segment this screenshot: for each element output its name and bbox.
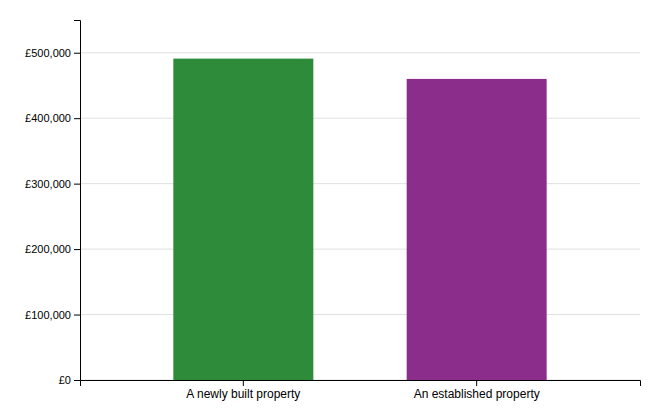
grid-line	[80, 183, 640, 184]
chart-svg: £0 £100,000 £200,000 £300,000 £400,000 £500,0…	[0, 0, 660, 420]
grid-line	[80, 249, 640, 250]
y-axis-line	[74, 21, 81, 381]
y-tick-mark	[74, 380, 80, 381]
x-tick-label: A newly built property	[186, 387, 300, 401]
y-axis: £0 £100,000 £200,000 £300,000 £400,000 £500,0…	[25, 21, 80, 387]
y-tick: £400,000	[25, 112, 80, 124]
grid-line	[80, 118, 640, 119]
bars	[173, 59, 546, 380]
y-tick-mark	[74, 184, 80, 185]
chart-container: £0 £100,000 £200,000 £300,000 £400,000 £500,0…	[0, 0, 660, 420]
y-tick-mark	[74, 53, 80, 54]
bar	[173, 59, 313, 380]
x-tick: An established property	[414, 380, 540, 401]
x-axis-line	[81, 381, 641, 387]
bar	[407, 79, 547, 380]
y-tick: £500,000	[25, 47, 80, 59]
y-tick-mark	[74, 249, 80, 250]
x-tick-mark	[243, 380, 244, 386]
y-tick: £200,000	[25, 243, 80, 255]
x-tick-label: An established property	[414, 387, 540, 401]
y-tick: £0	[59, 374, 80, 386]
x-tick: A newly built property	[186, 380, 300, 401]
grid-line	[80, 314, 640, 315]
y-tick-label: £500,000	[25, 47, 71, 59]
y-tick: £100,000	[25, 309, 80, 321]
plot-area: £0 £100,000 £200,000 £300,000 £400,000 £500,0…	[25, 21, 640, 401]
y-tick: £300,000	[25, 178, 80, 190]
grid	[80, 53, 640, 380]
y-tick-label: £0	[59, 374, 71, 386]
grid-line	[80, 52, 640, 53]
y-tick-label: £400,000	[25, 112, 71, 124]
y-tick-mark	[74, 315, 80, 316]
x-tick-mark	[476, 380, 477, 386]
y-tick-label: £100,000	[25, 309, 71, 321]
y-tick-label: £300,000	[25, 178, 71, 190]
y-tick-label: £200,000	[25, 243, 71, 255]
x-axis: A newly built property An established pro…	[81, 380, 641, 401]
y-tick-mark	[74, 118, 80, 119]
